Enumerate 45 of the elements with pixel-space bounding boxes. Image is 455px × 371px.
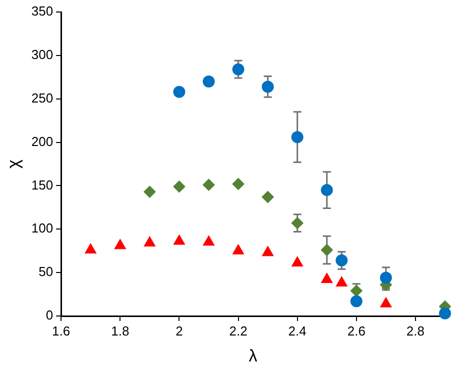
y-axis-title: χ bbox=[4, 159, 23, 168]
point bbox=[320, 244, 333, 256]
point bbox=[174, 234, 185, 245]
x-tick-label: 2.8 bbox=[406, 323, 425, 338]
point bbox=[292, 256, 304, 267]
point bbox=[144, 186, 156, 198]
x-tick-label: 1.8 bbox=[111, 323, 130, 338]
y-tick-label: 350 bbox=[31, 4, 54, 19]
point bbox=[173, 180, 186, 193]
y-tick-label: 300 bbox=[31, 47, 54, 62]
y-tick-label: 0 bbox=[46, 308, 54, 323]
x-tick-label: 1.6 bbox=[52, 323, 70, 338]
point bbox=[262, 191, 274, 204]
point bbox=[114, 239, 126, 250]
y-tick-label: 200 bbox=[31, 134, 54, 149]
x-tick-label: 2 bbox=[176, 323, 183, 338]
point bbox=[232, 178, 244, 190]
point bbox=[336, 276, 348, 286]
x-axis-title: λ bbox=[248, 346, 258, 366]
point bbox=[84, 243, 96, 254]
x-tick-label: 2.6 bbox=[347, 323, 366, 338]
y-tick-label: 50 bbox=[38, 264, 54, 280]
point bbox=[262, 246, 274, 256]
point bbox=[439, 307, 451, 320]
point bbox=[173, 86, 186, 98]
point bbox=[291, 131, 304, 144]
point bbox=[380, 297, 392, 308]
y-tick-label: 100 bbox=[31, 220, 54, 236]
point bbox=[232, 63, 244, 76]
point bbox=[380, 272, 392, 284]
point bbox=[203, 236, 214, 246]
point bbox=[336, 254, 348, 266]
point bbox=[202, 75, 215, 88]
point bbox=[291, 217, 304, 230]
point bbox=[350, 295, 362, 308]
y-tick-label: 150 bbox=[31, 177, 54, 192]
point bbox=[262, 80, 274, 93]
point bbox=[320, 184, 333, 196]
point bbox=[321, 273, 333, 284]
point bbox=[232, 244, 244, 254]
x-tick-label: 2.2 bbox=[229, 323, 248, 338]
point bbox=[202, 178, 215, 191]
y-tick-label: 250 bbox=[31, 90, 54, 106]
point bbox=[144, 236, 156, 247]
x-tick-label: 2.4 bbox=[288, 323, 306, 338]
